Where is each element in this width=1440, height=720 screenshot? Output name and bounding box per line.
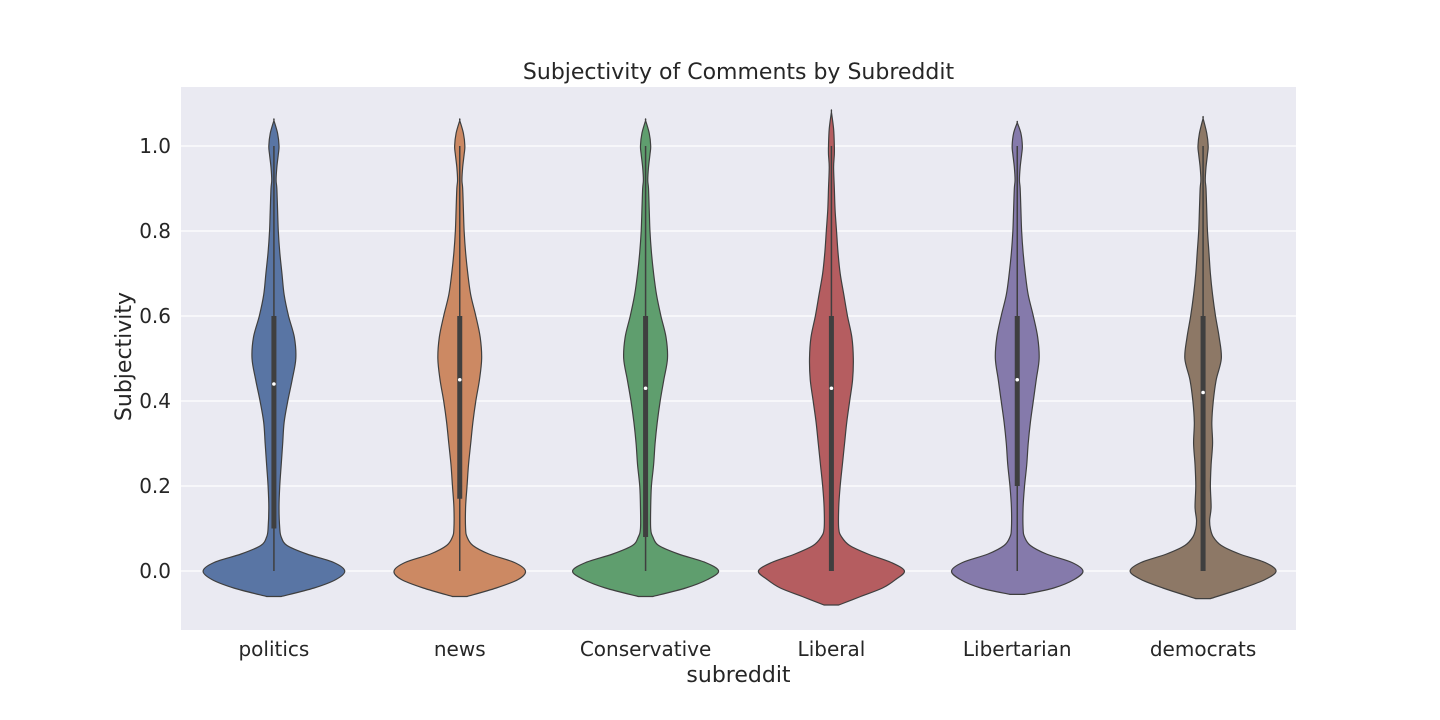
x-tick-label: news <box>434 637 486 661</box>
y-tick-label: 0.0 <box>139 559 171 583</box>
violin-median <box>272 382 276 386</box>
violins <box>202 109 1277 606</box>
violin-median <box>829 386 834 391</box>
violin-Libertarian <box>950 120 1084 595</box>
y-tick-label: 0.4 <box>139 389 171 413</box>
y-tick-labels: 0.0 0.2 0.4 0.6 0.8 1.0 <box>139 134 171 583</box>
violin-news <box>393 118 527 598</box>
y-tick-label: 0.8 <box>139 219 171 243</box>
violin-median <box>643 386 648 391</box>
grid-lines <box>181 145 1296 572</box>
violin-median <box>457 377 462 382</box>
x-tick-label: democrats <box>1150 637 1256 661</box>
violin-politics <box>202 118 346 598</box>
y-tick-label: 1.0 <box>139 134 171 158</box>
y-axis-label: Subjectivity <box>112 292 137 421</box>
x-axis-label: subreddit <box>686 663 791 688</box>
plot-background <box>181 87 1296 630</box>
violin-median <box>1201 390 1205 395</box>
y-tick-label: 0.2 <box>139 474 171 498</box>
violin-median <box>1015 377 1020 382</box>
x-tick-label: Libertarian <box>963 637 1072 661</box>
violin-democrats <box>1129 115 1277 600</box>
x-tick-label: Conservative <box>580 637 711 661</box>
x-tick-labels: politics news Conservative Liberal Libertari… <box>238 637 1256 661</box>
chart-title: Subjectivity of Comments by Subreddit <box>523 60 955 85</box>
violin-Conservative <box>571 118 720 598</box>
x-tick-label: Liberal <box>798 637 866 661</box>
x-tick-label: politics <box>238 637 309 661</box>
y-tick-label: 0.6 <box>139 304 171 328</box>
violin-Liberal <box>757 109 906 606</box>
